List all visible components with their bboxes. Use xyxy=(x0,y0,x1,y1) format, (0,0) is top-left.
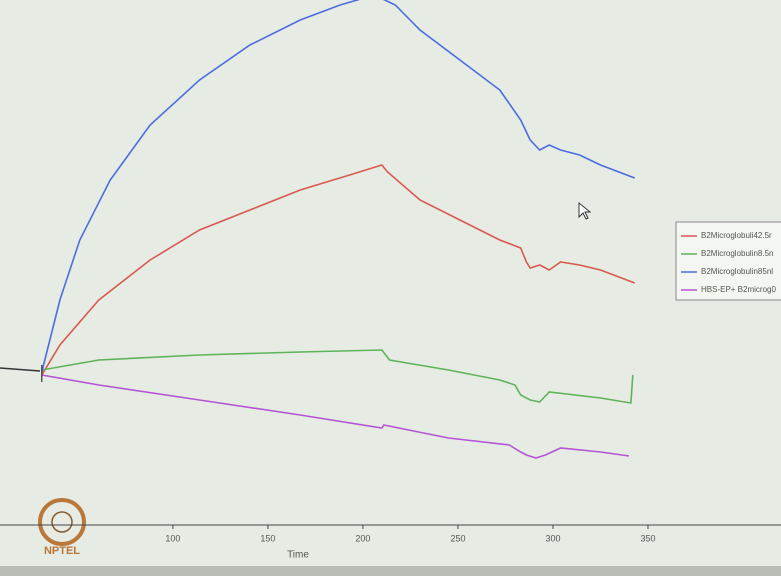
logo-text: NPTEL xyxy=(44,545,80,557)
legend-label: B2Microglobulin8.5n xyxy=(701,249,774,258)
legend-label: B2Microglobuli42.5r xyxy=(701,231,772,240)
x-tick-label: 200 xyxy=(355,533,370,543)
x-tick-label: 300 xyxy=(545,533,560,543)
taskbar xyxy=(0,566,781,576)
background xyxy=(0,0,781,576)
x-tick-label: 100 xyxy=(165,533,180,543)
x-axis-label: Time xyxy=(287,550,309,561)
legend-label: HBS-EP+ B2microg0 xyxy=(701,285,776,294)
x-tick-label: 350 xyxy=(640,533,655,543)
page: NPTEL Time 100 150 200 250 300 350 B2Microglob… xyxy=(0,0,781,576)
chart: NPTEL Time 100 150 200 250 300 350 B2Microglob… xyxy=(0,0,781,576)
legend-label: B2Microglobulin85nl xyxy=(701,267,773,276)
x-tick-label: 250 xyxy=(450,533,465,543)
x-tick-label: 150 xyxy=(260,533,275,543)
